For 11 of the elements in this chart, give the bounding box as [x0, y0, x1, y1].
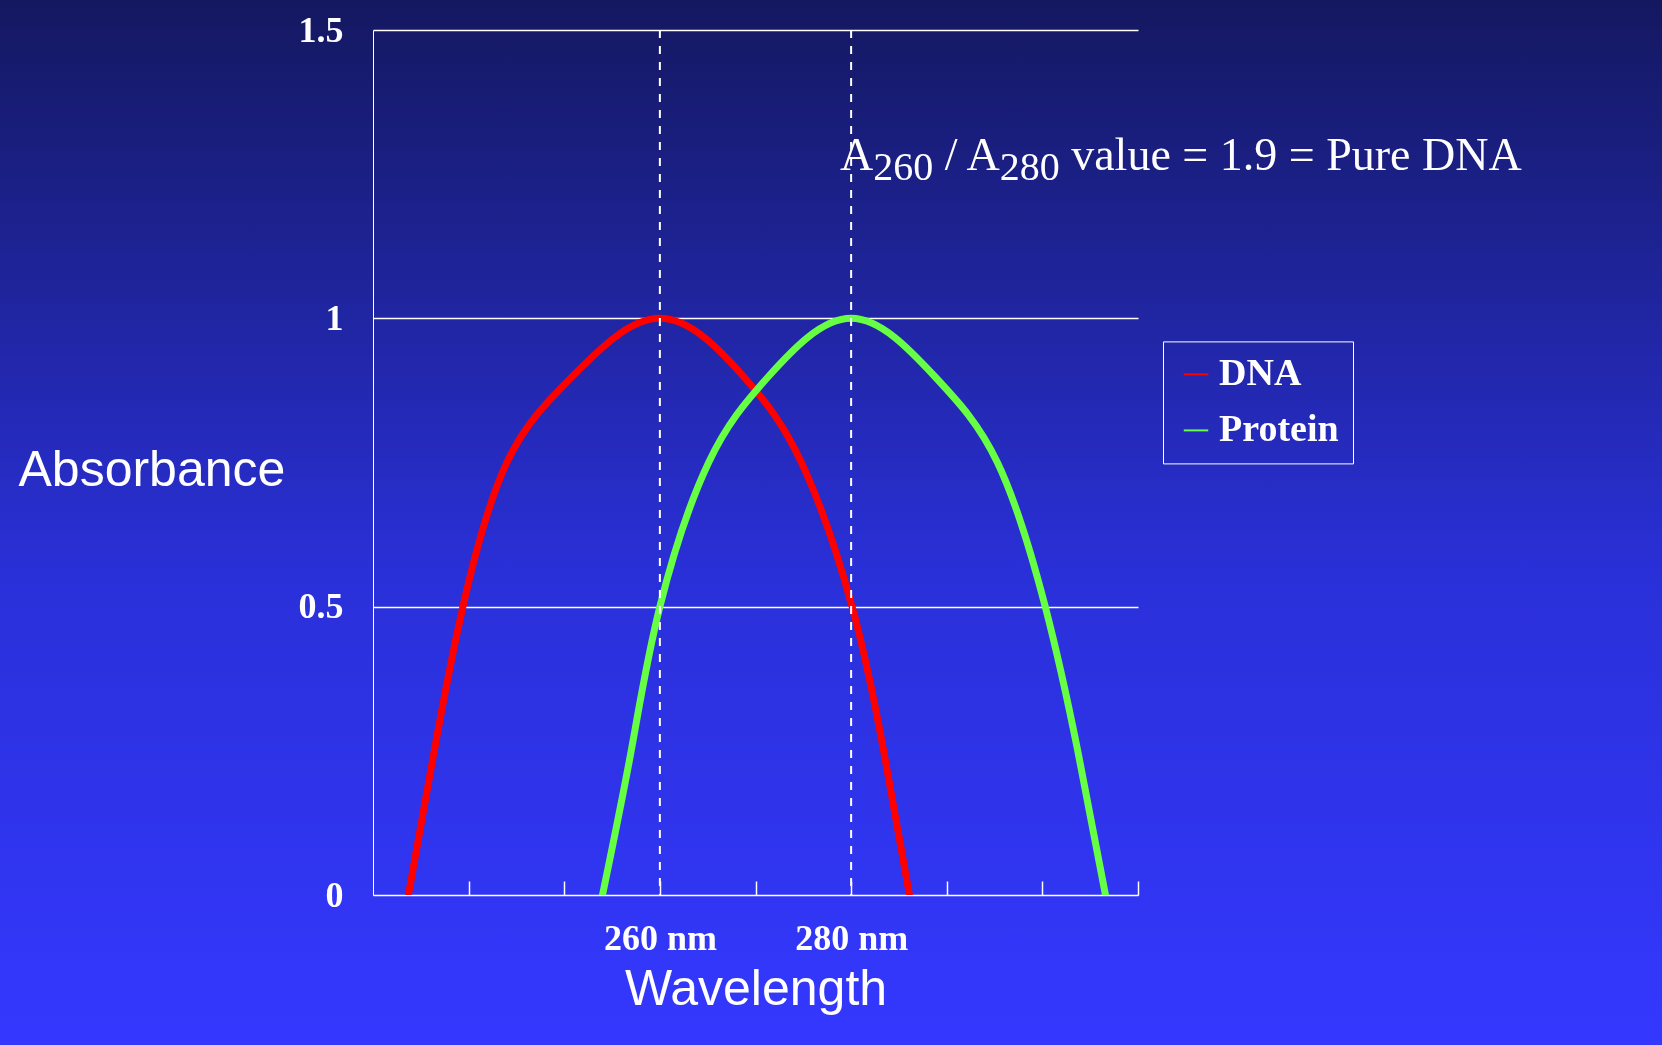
x-tick-label: 280 nm	[795, 917, 909, 958]
y-tick-label: 1.5	[298, 9, 344, 50]
y-tick-label: 0	[325, 874, 344, 915]
y-tick-label: 0.5	[298, 586, 344, 627]
y-tick-label: 1	[325, 297, 344, 338]
annotation: A$_{260}$ / A$_{280}$ value = 1.9 = Pure DNA	[840, 128, 1522, 191]
legend-label: Protein	[1219, 407, 1339, 450]
y-axis-title: Absorbance	[18, 440, 286, 497]
legend-label: DNA	[1219, 351, 1302, 394]
x-axis-title: Wavelength	[624, 959, 888, 1016]
x-tick-label: 260 nm	[603, 917, 717, 958]
